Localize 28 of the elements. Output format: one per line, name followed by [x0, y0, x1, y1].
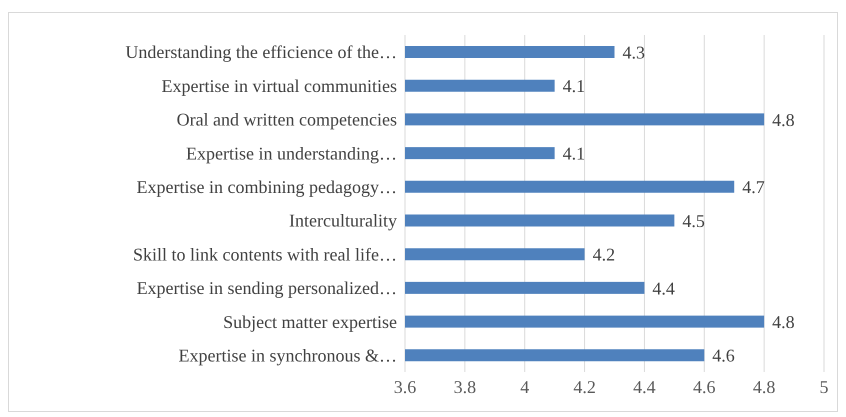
- data-label: 4.3: [622, 42, 645, 62]
- y-tick-label: Expertise in virtual communities: [162, 76, 397, 96]
- y-tick-label: Skill to link contents with real life…: [133, 244, 397, 264]
- x-tick-label: 4.2: [573, 376, 596, 397]
- x-tick-label: 4: [520, 376, 530, 397]
- x-tick-label: 4.6: [693, 376, 716, 397]
- x-tick-label: 3.8: [454, 376, 476, 397]
- data-label: 4.1: [562, 76, 586, 96]
- x-tick-label: 4.8: [752, 376, 776, 397]
- y-tick-label: Subject matter expertise: [223, 312, 398, 332]
- data-label: 4.8: [772, 312, 795, 332]
- data-label: 4.4: [652, 278, 675, 298]
- y-tick-label: Expertise in synchronous &…: [178, 346, 397, 366]
- data-label: 4.1: [562, 143, 586, 164]
- y-tick-label: Understanding the efficience of the…: [125, 42, 397, 62]
- y-tick-label: Expertise in sending personalized…: [136, 278, 397, 298]
- data-label: 4.8: [772, 110, 795, 130]
- y-tick-label: Oral and written competencies: [176, 110, 397, 130]
- y-tick-label: Expertise in combining pedagogy…: [136, 177, 397, 198]
- y-tick-label: Interculturality: [289, 210, 397, 231]
- x-tick-label: 4.4: [633, 376, 656, 397]
- x-tick-label: 5: [820, 376, 828, 397]
- y-tick-label: Expertise in understanding…: [186, 143, 397, 164]
- data-label: 4.7: [742, 177, 765, 198]
- data-label: 4.2: [592, 244, 616, 265]
- data-label: 4.6: [712, 346, 735, 366]
- data-label: 4.5: [682, 210, 705, 231]
- x-tick-label: 3.6: [394, 376, 416, 397]
